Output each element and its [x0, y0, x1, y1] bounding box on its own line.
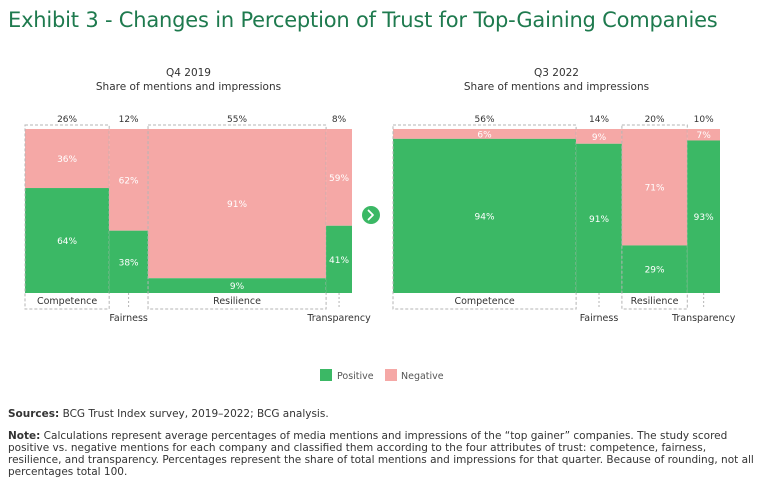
panel-2-transparency-positive-label: 93%	[694, 213, 714, 223]
panel-1-resilience-category-label: Resilience	[213, 296, 261, 307]
sources-label: Sources:	[8, 408, 60, 420]
panel-2-competence-width-label: 56%	[475, 115, 495, 125]
panel-1-competence-negative-label: 36%	[57, 155, 77, 165]
panel-1-resilience-negative-label: 91%	[227, 200, 247, 210]
panel-2-fairness-negative-bar	[576, 129, 622, 144]
panel-2-fairness-width-label: 14%	[589, 115, 609, 125]
panel-1-competence-negative-bar	[25, 129, 110, 189]
panel-2-subtitle: Share of mentions and impressions	[464, 81, 649, 93]
panel-1-resilience-positive-label: 9%	[230, 282, 245, 292]
panel-2-competence-negative-label: 6%	[477, 130, 492, 140]
panel-2-competence-category-label: Competence	[454, 296, 514, 307]
panel-2-transparency-category-label: Transparency	[671, 313, 736, 324]
marimekko-chart: Q4 2019 Share of mentions and impressions…	[24, 67, 736, 382]
panel-2-transparency-positive-bar	[687, 140, 720, 293]
panel-1-transparency-negative-label: 59%	[329, 174, 349, 184]
panel-2-competence-positive-label: 94%	[475, 212, 495, 222]
legend-positive-label: Positive	[337, 371, 374, 382]
panel-2-resilience-category-label: Resilience	[631, 296, 679, 307]
panel-2-transparency-negative-bar	[687, 129, 720, 141]
panel-2-resilience-positive-label: 29%	[645, 266, 665, 276]
panel-1-fairness-category-label: Fairness	[109, 313, 148, 324]
panel-1-competence-positive-label: 64%	[57, 237, 77, 247]
legend-negative-label: Negative	[401, 371, 444, 382]
note-label: Note:	[8, 430, 41, 442]
panel-1-competence-positive-bar	[25, 188, 110, 293]
panel-1-transparency-width-label: 8%	[332, 115, 347, 125]
panel-2-fairness-category-label: Fairness	[580, 313, 619, 324]
legend-negative-swatch	[385, 369, 397, 381]
note-text: Calculations represent average percentag…	[8, 430, 754, 478]
chevron-right-icon	[362, 206, 380, 224]
panel-2-transparency-negative-label: 7%	[697, 131, 712, 141]
panel-1-fairness-negative-label: 62%	[119, 176, 139, 186]
panel-2-resilience-negative-bar	[621, 129, 688, 246]
panel-2-resilience-negative-label: 71%	[645, 184, 665, 194]
panel-1-transparency-positive-bar	[326, 225, 352, 293]
panel-2-period-label: Q3 2022	[534, 67, 579, 79]
panel-1-subtitle: Share of mentions and impressions	[96, 81, 281, 93]
panel-1-fairness-positive-label: 38%	[119, 258, 139, 268]
panel-1-transparency-positive-label: 41%	[329, 256, 349, 266]
panel-1-period-label: Q4 2019	[166, 67, 211, 79]
sources-text: BCG Trust Index survey, 2019–2022; BCG a…	[59, 408, 329, 420]
panel-1-fairness-negative-bar	[109, 129, 149, 231]
sources-footnote: Sources: BCG Trust Index survey, 2019–20…	[8, 408, 758, 420]
panel-1-transparency-negative-bar	[326, 129, 352, 226]
note-footnote: Note: Calculations represent average per…	[8, 430, 758, 478]
panel-2-fairness-positive-bar	[576, 143, 622, 293]
panel-1-competence-width-label: 26%	[57, 115, 77, 125]
chevron-right-icon-glyph	[367, 209, 374, 221]
panel-1-fairness-positive-bar	[109, 230, 149, 293]
page-title: Exhibit 3 - Changes in Perception of Tru…	[8, 8, 718, 32]
legend-positive-swatch	[320, 369, 332, 381]
panel-1-competence-category-label: Competence	[37, 296, 97, 307]
panel-2-competence-positive-bar	[393, 138, 577, 293]
panel-1-fairness-width-label: 12%	[119, 115, 139, 125]
panel-2-fairness-positive-label: 91%	[589, 215, 609, 225]
panel-2-transparency-width-label: 10%	[694, 115, 714, 125]
panel-2-resilience-positive-bar	[621, 245, 688, 293]
panel-2-resilience-width-label: 20%	[645, 115, 665, 125]
panel-1-resilience-negative-bar	[148, 129, 327, 279]
panel-2-competence-negative-bar	[393, 129, 577, 139]
panel-1-transparency-category-label: Transparency	[306, 313, 371, 324]
panel-1-resilience-width-label: 55%	[227, 115, 247, 125]
panel-2-fairness-negative-label: 9%	[592, 133, 607, 143]
panel-1-resilience-positive-bar	[148, 278, 327, 293]
